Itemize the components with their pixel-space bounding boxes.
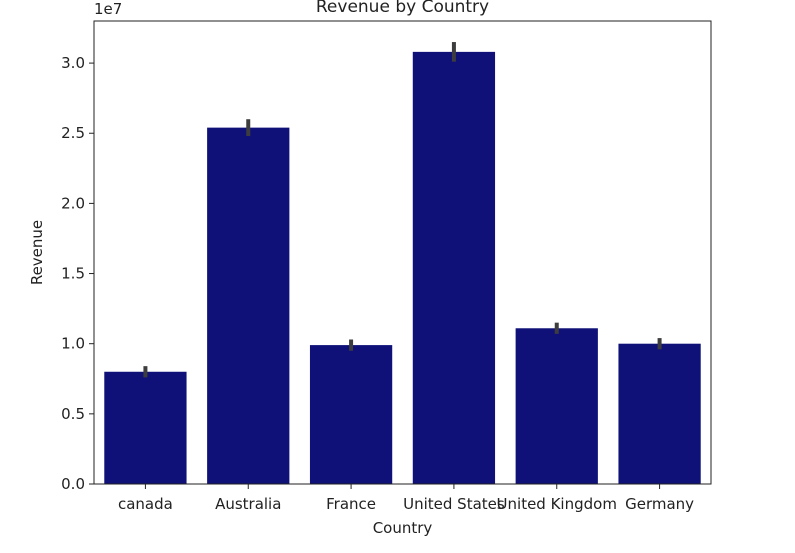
x-tick-label: United Kingdom xyxy=(497,495,617,513)
bar-united-kingdom xyxy=(515,328,598,484)
y-scale-label: 1e7 xyxy=(94,0,122,18)
bar-australia xyxy=(207,127,290,484)
y-axis-label: Revenue xyxy=(28,220,46,285)
bar-canada xyxy=(104,371,187,484)
x-tick-label: Germany xyxy=(625,495,694,513)
y-tick-label: 0.5 xyxy=(61,405,85,423)
x-axis: canada Australia France United StatesUnited… xyxy=(118,484,694,513)
x-axis-label: Country xyxy=(373,519,433,537)
plot-frame xyxy=(93,20,712,485)
bar-france xyxy=(309,345,393,484)
y-tick-label: 1.5 xyxy=(61,265,85,283)
x-tick-label: France xyxy=(326,495,376,513)
y-tick-label: 3.0 xyxy=(61,54,85,72)
errorbars-layer xyxy=(143,42,662,378)
x-tick-label: Australia xyxy=(215,495,281,513)
y-tick-label: 2.5 xyxy=(61,124,85,142)
x-tick-label: canada xyxy=(118,495,173,513)
y-tick-label: 2.0 xyxy=(61,194,85,212)
x-tick-label: United States xyxy=(403,495,505,513)
y-tick-label: 0.0 xyxy=(61,475,85,493)
bar-germany xyxy=(618,343,701,484)
chart-title: Revenue by Country xyxy=(316,0,489,17)
bars-layer xyxy=(104,51,701,484)
y-tick-label: 1.0 xyxy=(61,335,85,353)
bar-united-states xyxy=(412,51,496,484)
y-axis: 0.0 0.5 1.0 1.5 2.0 2.5 3.0 xyxy=(61,54,94,493)
plot-area: 0.0 0.5 1.0 1.5 2.0 2.5 3.0 canada Australia Fra… xyxy=(61,20,712,513)
